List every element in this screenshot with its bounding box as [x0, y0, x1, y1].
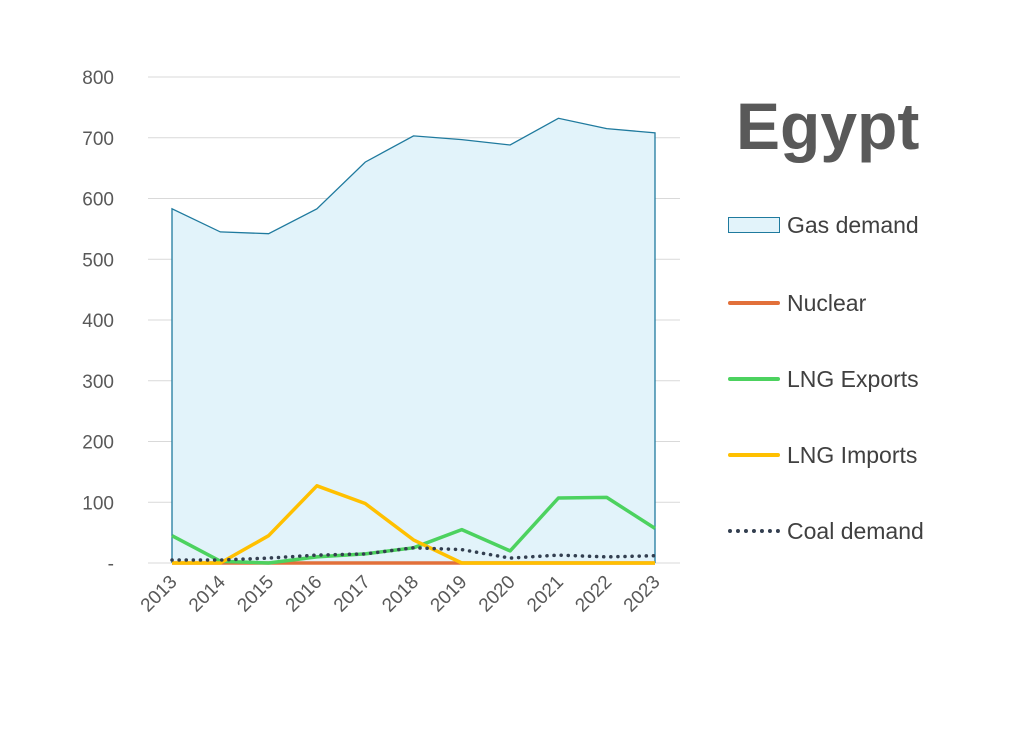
chart-title: Egypt	[736, 89, 920, 163]
legend-item-gas-demand: Gas demand	[728, 205, 919, 245]
x-tick-label: 2020	[475, 572, 520, 617]
legend-item-coal-demand: Coal demand	[728, 511, 924, 551]
x-tick-label: 2021	[523, 572, 568, 617]
y-tick-label: 200	[82, 433, 114, 454]
x-tick-label: 2018	[378, 572, 423, 617]
legend-item-nuclear: Nuclear	[728, 283, 866, 323]
x-tick-label: 2019	[427, 572, 472, 617]
legend-label: Gas demand	[787, 211, 919, 238]
series-gas-demand-area	[172, 118, 655, 564]
legend-swatch	[728, 217, 780, 233]
y-axis-ticks: - 100 200 300 400 500 600 700 800	[82, 68, 114, 575]
legend-label: LNG Exports	[787, 365, 919, 392]
legend-swatch	[728, 447, 780, 463]
y-tick-label: 100	[82, 493, 114, 514]
series-gas-demand-line	[171, 117, 656, 563]
legend-label: Nuclear	[787, 289, 867, 316]
y-tick-label: 600	[82, 190, 114, 211]
legend-swatch	[728, 295, 780, 311]
legend-label: LNG Imports	[787, 441, 918, 468]
series-layer	[170, 117, 657, 565]
legend-swatch	[728, 523, 780, 539]
legend-swatch	[728, 371, 780, 387]
x-tick-label: 2023	[620, 572, 665, 617]
legend-label: Coal demand	[787, 517, 924, 544]
x-tick-label: 2015	[233, 572, 278, 617]
x-tick-label: 2013	[137, 572, 182, 617]
y-tick-label: 300	[82, 372, 114, 393]
x-tick-label: 2022	[571, 572, 616, 617]
y-tick-label: 500	[82, 250, 114, 271]
y-tick-label: 400	[82, 311, 114, 332]
legend-item-lng-imports: LNG Imports	[728, 435, 917, 475]
x-axis-ticks: 2013 2014 2015 2016 2017 2018 2019 2020 2021 2022…	[137, 571, 665, 616]
x-tick-label: 2016	[282, 572, 327, 617]
series-lng-imports-line	[172, 484, 655, 565]
x-tick-label: 2014	[185, 571, 230, 616]
x-tick-label: 2017	[330, 572, 375, 617]
y-tick-label: 800	[82, 68, 114, 89]
series-coal-demand-line	[170, 546, 657, 562]
legend-item-lng-exports: LNG Exports	[728, 359, 919, 399]
y-tick-label: -	[108, 554, 114, 575]
y-tick-label: 700	[82, 129, 114, 150]
